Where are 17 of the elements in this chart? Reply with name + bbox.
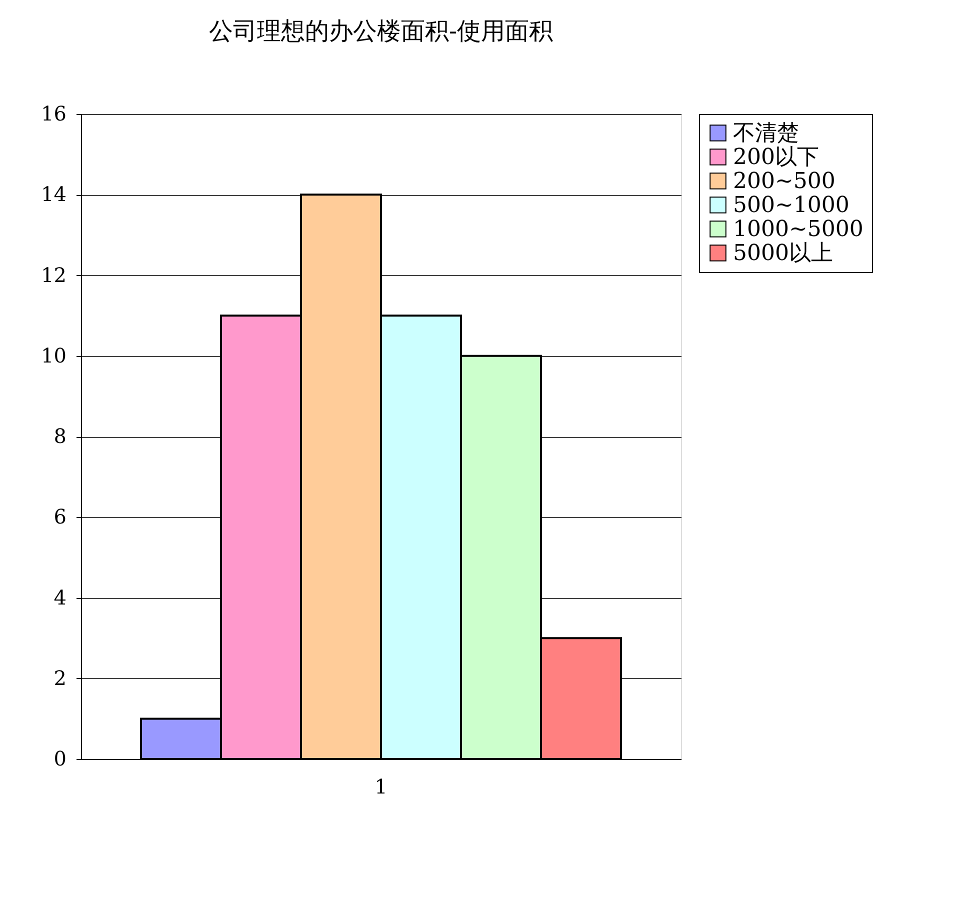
legend-label: 200以下 [733,145,819,170]
legend-label: 5000以上 [733,241,833,266]
y-tick-label: 4 [54,585,66,610]
legend-label: 500~1000 [733,193,850,218]
y-tick-label: 0 [54,746,66,770]
legend-label: 200~500 [733,169,836,194]
y-tick-label: 10 [41,343,66,368]
legend-label: 1000~5000 [733,217,864,242]
y-tick-label: 14 [41,182,66,206]
chart-title: 公司理想的办公楼面积-使用面积 [208,17,554,45]
y-tick-label: 16 [41,102,66,126]
x-tick-label: 1 [374,774,388,798]
y-tick-label: 2 [54,666,66,690]
y-tick-label: 6 [54,504,66,529]
legend-label: 不清楚 [733,121,799,146]
y-tick-label: 8 [54,424,66,448]
y-tick-label: 12 [41,262,66,287]
